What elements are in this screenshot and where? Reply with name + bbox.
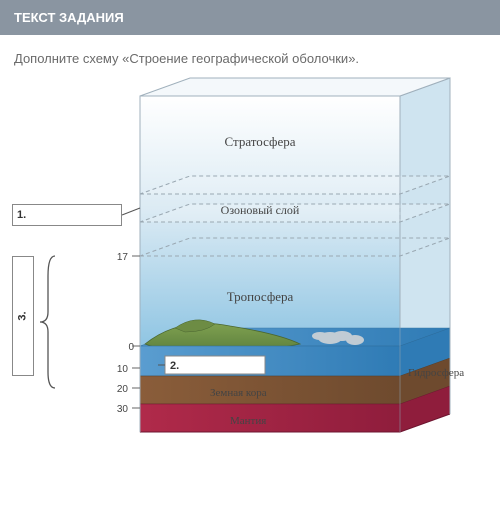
- label-ozone: Озоновый слой: [221, 203, 300, 217]
- scale-10: 10: [117, 364, 129, 375]
- label-mantle: Мантия: [230, 415, 266, 427]
- scale-0: 0: [128, 342, 134, 353]
- blank-1-num: 1.: [17, 209, 26, 221]
- task-instruction: Дополните схему «Строение географической…: [0, 35, 500, 76]
- label-crust: Земная кора: [210, 387, 267, 399]
- blank-3[interactable]: 3.: [12, 256, 34, 376]
- label-stratosphere: Стратосфера: [225, 134, 296, 149]
- brace-3: [40, 256, 55, 388]
- blank-3-num: 3.: [17, 311, 29, 320]
- geo-shell-diagram: Стратосфера Озоновый слой Тропосфера Гид…: [0, 76, 500, 506]
- blank-1[interactable]: 1.: [12, 204, 122, 226]
- scale-17: 17: [117, 252, 129, 263]
- scale-30: 30: [117, 404, 129, 415]
- task-header: ТЕКСТ ЗАДАНИЯ: [0, 0, 500, 35]
- scale-20: 20: [117, 384, 129, 395]
- label-hydrosphere: Гидросфера: [408, 367, 464, 379]
- label-troposphere: Тропосфера: [227, 289, 294, 304]
- blank-2-num: 2.: [170, 360, 179, 372]
- diagram-container: 1. 3.: [0, 76, 500, 506]
